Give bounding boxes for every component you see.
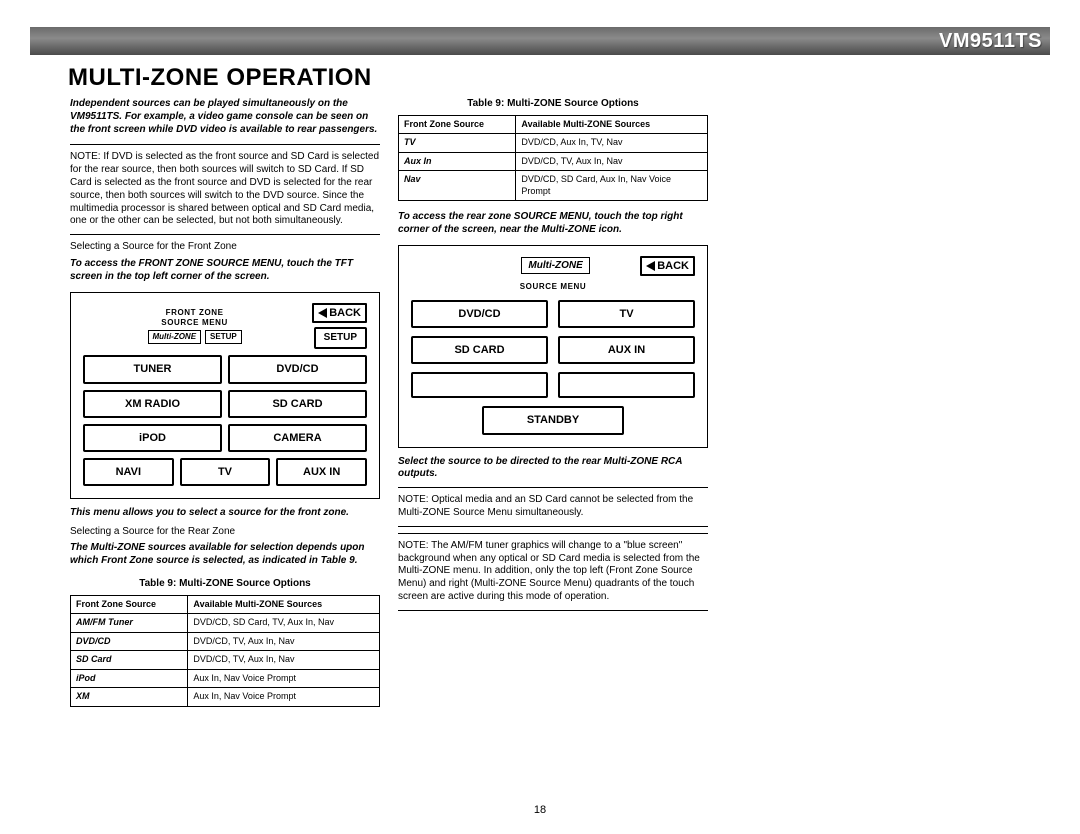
t1r1c1: DVD/CD, TV, Aux In, Nav [188, 632, 380, 651]
t2r2c1: DVD/CD, SD Card, Aux In, Nav Voice Promp… [516, 171, 708, 201]
t1r3c0: iPod [71, 669, 188, 688]
t2r2c0: Nav [399, 171, 516, 201]
camera-button[interactable]: CAMERA [228, 424, 367, 452]
tv-button[interactable]: TV [180, 458, 271, 486]
table1-h0: Front Zone Source [71, 595, 188, 614]
table2-h1: Available Multi-ZONE Sources [516, 115, 708, 134]
divider [398, 487, 708, 488]
t1r0c0: AM/FM Tuner [71, 614, 188, 633]
mz-standby-button[interactable]: STANDBY [482, 406, 624, 434]
back-button[interactable]: BACK [312, 303, 367, 323]
t1r3c1: Aux In, Nav Voice Prompt [188, 669, 380, 688]
tuner-button[interactable]: TUNER [83, 355, 222, 383]
note-optical-sd: NOTE: Optical media and an SD Card canno… [398, 494, 708, 520]
page-number: 18 [0, 804, 1080, 816]
sdcard-button[interactable]: SD CARD [228, 390, 367, 418]
ipod-button[interactable]: iPOD [83, 424, 222, 452]
t2r0c1: DVD/CD, Aux In, TV, Nav [516, 134, 708, 153]
t1r0c1: DVD/CD, SD Card, TV, Aux In, Nav [188, 614, 380, 633]
t1r1c0: DVD/CD [71, 632, 188, 651]
intro-text: Independent sources can be played simult… [70, 98, 380, 136]
menu-title-2: SOURCE MENU [83, 318, 306, 328]
t2r0c0: TV [399, 134, 516, 153]
dvdcd-button[interactable]: DVD/CD [228, 355, 367, 383]
instruction-rear: To access the rear zone SOURCE MENU, tou… [398, 211, 708, 237]
t1r2c1: DVD/CD, TV, Aux In, Nav [188, 651, 380, 670]
right-column: Table 9: Multi-ZONE Source Options Front… [398, 98, 708, 617]
caption-mz-depends: The Multi-ZONE sources available for sel… [70, 542, 380, 568]
caption-front-menu: This menu allows you to select a source … [70, 507, 380, 520]
mz-menu-title: SOURCE MENU [411, 282, 695, 292]
instruction-front: To access the FRONT ZONE SOURCE MENU, to… [70, 258, 380, 284]
setup-button[interactable]: SETUP [314, 327, 367, 350]
mz-empty-button [558, 372, 695, 398]
table2: Front Zone Source Available Multi-ZONE S… [398, 115, 708, 202]
divider [70, 144, 380, 145]
subheading-front: Selecting a Source for the Front Zone [70, 241, 380, 254]
mz-label-button[interactable]: Multi-ZONE [521, 257, 589, 274]
back-label: BACK [329, 306, 361, 320]
auxin-button[interactable]: AUX IN [276, 458, 367, 486]
subheading-rear: Selecting a Source for the Rear Zone [70, 526, 380, 539]
menu-title-1: FRONT ZONE [83, 308, 306, 318]
divider [70, 234, 380, 235]
t2r1c1: DVD/CD, TV, Aux In, Nav [516, 152, 708, 171]
front-zone-menu: FRONT ZONE SOURCE MENU Multi-ZONE SETUP … [70, 292, 380, 499]
mz-empty-button [411, 372, 548, 398]
mz-mini-button[interactable]: Multi-ZONE [148, 330, 202, 344]
multi-zone-menu: Multi-ZONE BACK SOURCE MENU DVD/CD TV SD… [398, 245, 708, 448]
t1r4c1: Aux In, Nav Voice Prompt [188, 688, 380, 707]
divider [398, 533, 708, 534]
table2-h0: Front Zone Source [399, 115, 516, 134]
model-number: VM9511TS [939, 30, 1042, 53]
page-title: MULTI-ZONE OPERATION [68, 64, 372, 92]
mz-auxin-button[interactable]: AUX IN [558, 336, 695, 364]
xmradio-button[interactable]: XM RADIO [83, 390, 222, 418]
t1r4c0: XM [71, 688, 188, 707]
back-button-mz[interactable]: BACK [640, 256, 695, 276]
back-arrow-icon [318, 308, 327, 318]
back-label-mz: BACK [657, 259, 689, 273]
note-amfm-blue: NOTE: The AM/FM tuner graphics will chan… [398, 540, 708, 604]
mz-tv-button[interactable]: TV [558, 300, 695, 328]
mz-sdcard-button[interactable]: SD CARD [411, 336, 548, 364]
back-arrow-icon [646, 261, 655, 271]
table1-h1: Available Multi-ZONE Sources [188, 595, 380, 614]
navi-button[interactable]: NAVI [83, 458, 174, 486]
note-dvd-sd: NOTE: If DVD is selected as the front so… [70, 151, 380, 228]
left-column: Independent sources can be played simult… [70, 98, 380, 707]
table2-title: Table 9: Multi-ZONE Source Options [398, 98, 708, 111]
mz-dvdcd-button[interactable]: DVD/CD [411, 300, 548, 328]
setup-mini-button[interactable]: SETUP [205, 330, 242, 344]
t1r2c0: SD Card [71, 651, 188, 670]
table1-title: Table 9: Multi-ZONE Source Options [70, 578, 380, 591]
header-bar: VM9511TS [30, 27, 1050, 55]
divider [398, 526, 708, 527]
caption-select-rear: Select the source to be directed to the … [398, 456, 708, 482]
divider [398, 610, 708, 611]
table1: Front Zone Source Available Multi-ZONE S… [70, 595, 380, 707]
t2r1c0: Aux In [399, 152, 516, 171]
